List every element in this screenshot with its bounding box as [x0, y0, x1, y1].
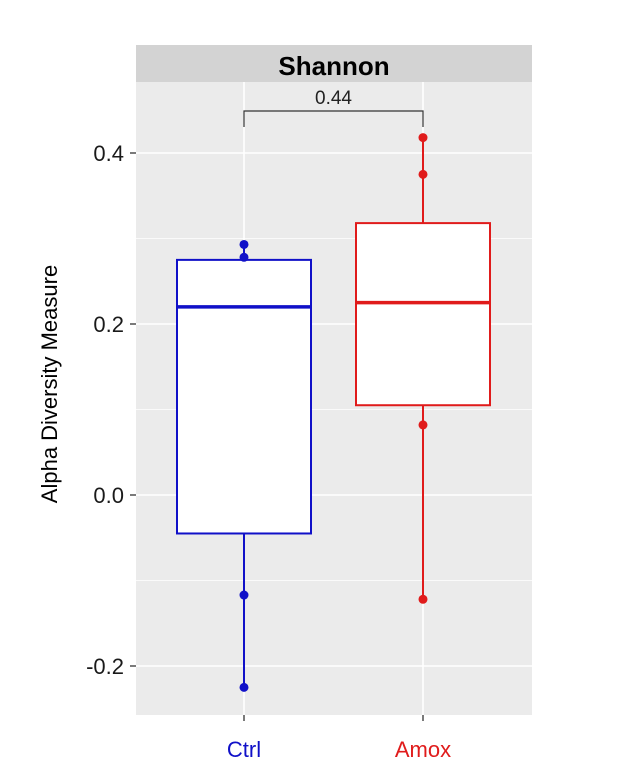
data-point-amox: [418, 420, 428, 430]
x-tick-label-ctrl: Ctrl: [227, 737, 261, 762]
y-tick-label: 0.4: [93, 141, 124, 166]
box-layer: [176, 137, 491, 688]
y-axis-label: Alpha Diversity Measure: [37, 265, 62, 503]
data-point-amox: [418, 133, 428, 143]
data-point-ctrl: [239, 239, 249, 249]
y-tick-label: 0.2: [93, 312, 124, 337]
data-point-ctrl: [239, 252, 249, 262]
axes: 0.4 0.2 0.0 -0.2 Ctrl Amox: [86, 141, 451, 762]
y-tick-label: 0.0: [93, 483, 124, 508]
data-point-ctrl: [239, 682, 249, 692]
box-ctrl: [176, 258, 312, 535]
data-point-amox: [418, 594, 428, 604]
facet-strip: [136, 45, 532, 82]
y-tick-label: -0.2: [86, 654, 124, 679]
point-layer: [239, 133, 428, 692]
data-point-amox: [418, 169, 428, 179]
comparison-bracket: 0.44: [243, 88, 424, 127]
box-amox: [355, 222, 491, 407]
facet-title: Shannon: [278, 51, 389, 81]
x-tick-label-amox: Amox: [395, 737, 451, 762]
comparison-bracket-line: [243, 110, 424, 127]
data-point-ctrl: [239, 590, 249, 600]
comparison-p-value: 0.44: [315, 88, 352, 109]
